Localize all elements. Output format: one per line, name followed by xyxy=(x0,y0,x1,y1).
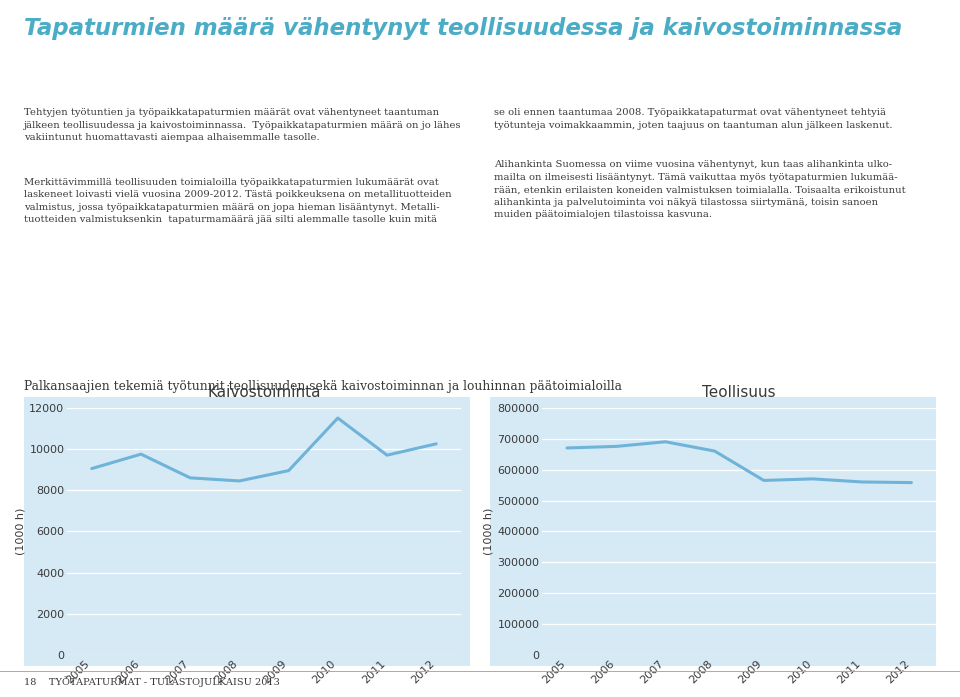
Text: Palkansaajien tekemiä työtunnit teollisuuden sekä kaivostoiminnan ja louhinnan p: Palkansaajien tekemiä työtunnit teollisu… xyxy=(24,380,622,393)
Title: Kaivostoiminta: Kaivostoiminta xyxy=(207,385,321,399)
Y-axis label: (1000 h): (1000 h) xyxy=(483,508,493,555)
Text: 18    TYÖTAPATURMAT - TULASTOJULKAISU 2013: 18 TYÖTAPATURMAT - TULASTOJULKAISU 2013 xyxy=(24,676,280,687)
Text: Tapaturmien määrä vähentynyt teollisuudessa ja kaivostoiminnassa: Tapaturmien määrä vähentynyt teollisuude… xyxy=(24,17,902,40)
Title: Teollisuus: Teollisuus xyxy=(703,385,776,399)
Y-axis label: (1000 h): (1000 h) xyxy=(15,508,25,555)
Text: Merkittävimmillä teollisuuden toimialoilla työpaikkatapaturmien lukumäärät ovat
: Merkittävimmillä teollisuuden toimialoil… xyxy=(24,178,451,224)
Text: Alihankinta Suomessa on viime vuosina vähentynyt, kun taas alihankinta ulko-
mai: Alihankinta Suomessa on viime vuosina vä… xyxy=(494,160,906,220)
Text: se oli ennen taantumaa 2008. Työpaikkatapaturmat ovat vähentyneet tehtyiä
työtun: se oli ennen taantumaa 2008. Työpaikkata… xyxy=(494,108,893,130)
Text: Tehtyjen työtuntien ja työpaikkatapaturmien määrät ovat vähentyneet taantuman
jä: Tehtyjen työtuntien ja työpaikkatapaturm… xyxy=(24,108,462,142)
